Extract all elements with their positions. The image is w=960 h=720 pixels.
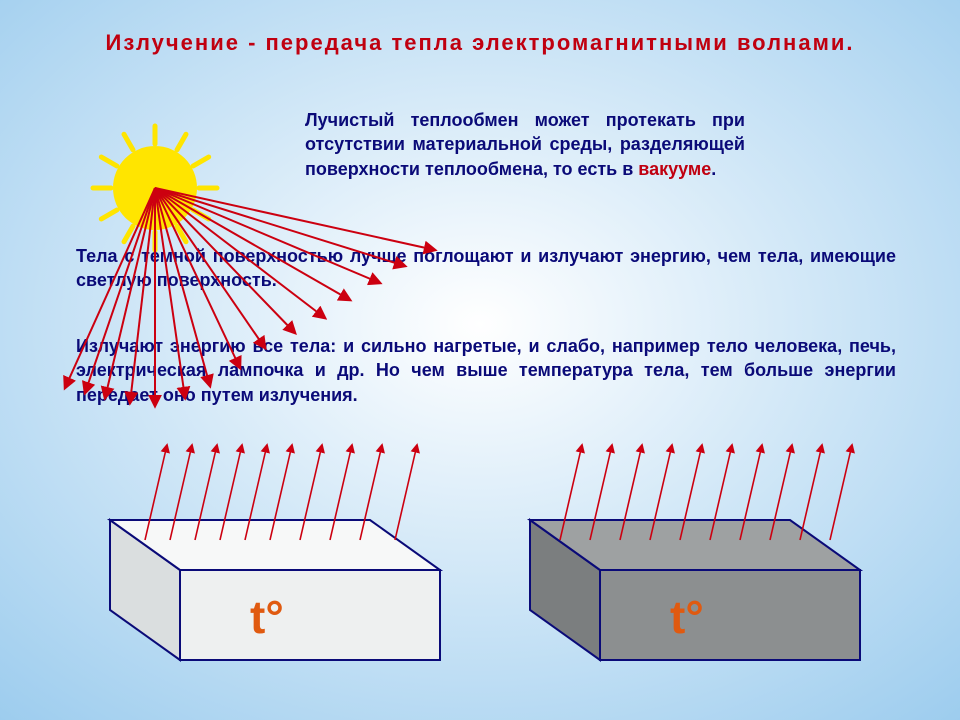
dark-block-label: t° bbox=[670, 590, 704, 644]
sun-radiation-rays bbox=[65, 188, 435, 406]
diagram-layer bbox=[0, 0, 960, 720]
slide-stage: Излучение - передача тепла электромагнит… bbox=[0, 0, 960, 720]
light-block-label: t° bbox=[250, 590, 284, 644]
